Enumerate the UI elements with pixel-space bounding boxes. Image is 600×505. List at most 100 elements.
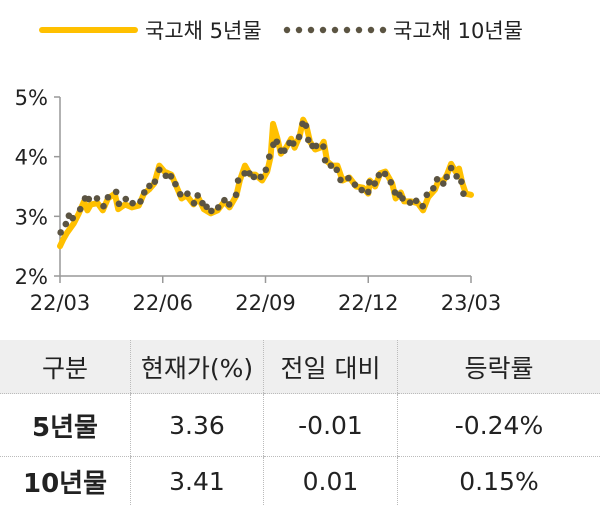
data-point-10yr	[215, 204, 222, 211]
data-point-10yr	[443, 174, 450, 181]
data-point-10yr	[172, 181, 179, 188]
data-point-10yr	[116, 201, 123, 208]
data-point-10yr	[424, 192, 431, 199]
data-point-10yr	[69, 215, 76, 222]
data-point-10yr	[251, 174, 258, 181]
data-point-10yr	[137, 198, 144, 205]
series-line-5yr	[60, 120, 471, 246]
x-tick-label: 22/06	[132, 291, 193, 315]
data-point-10yr	[399, 195, 406, 202]
legend-dot	[332, 27, 338, 33]
row-label: 10년물	[0, 457, 131, 505]
data-point-10yr	[337, 177, 344, 184]
data-point-10yr	[263, 166, 270, 173]
yield-table: 구분 현재가(%) 전일 대비 등락률 5년물 3.36 -0.01 -0.24…	[0, 340, 600, 505]
table-row: 10년물 3.41 0.01 0.15%	[0, 457, 600, 505]
legend-label-5yr: 국고채 5년물	[145, 19, 262, 43]
data-point-10yr	[184, 190, 191, 197]
data-point-10yr	[365, 189, 372, 196]
data-point-10yr	[63, 221, 70, 228]
data-point-10yr	[303, 122, 310, 129]
table-header-row: 구분 현재가(%) 전일 대비 등락률	[0, 340, 600, 394]
data-point-10yr	[141, 189, 148, 196]
data-point-10yr	[388, 179, 395, 186]
data-point-10yr	[305, 137, 312, 144]
data-point-10yr	[352, 181, 359, 188]
legend-dot	[320, 27, 326, 33]
header-rate: 등락률	[398, 340, 600, 394]
data-point-10yr	[407, 199, 414, 206]
data-point-10yr	[290, 140, 297, 147]
data-point-10yr	[191, 200, 198, 207]
data-point-10yr	[413, 198, 420, 205]
data-point-10yr	[274, 138, 281, 145]
data-point-10yr	[434, 176, 441, 183]
y-tick-label: 2%	[15, 265, 48, 289]
legend-dot	[368, 27, 374, 33]
cell-current: 3.36	[131, 394, 264, 457]
legend-dot	[344, 27, 350, 33]
data-point-10yr	[333, 166, 340, 173]
cell-rate: 0.15%	[398, 457, 600, 505]
legend-dot	[356, 27, 362, 33]
y-tick-label: 4%	[15, 146, 48, 170]
data-point-10yr	[458, 178, 465, 185]
data-point-10yr	[313, 143, 320, 150]
legend: 국고채 5년물 국고채 10년물	[42, 19, 523, 43]
data-point-10yr	[235, 177, 242, 184]
data-point-10yr	[194, 192, 201, 199]
data-point-10yr	[328, 162, 335, 169]
data-point-10yr	[430, 185, 437, 192]
data-point-10yr	[419, 203, 426, 210]
data-point-10yr	[448, 165, 455, 172]
x-tick-label: 23/03	[441, 291, 502, 315]
data-point-10yr	[156, 166, 163, 173]
legend-swatch-10yr	[284, 27, 386, 33]
data-point-10yr	[371, 180, 378, 187]
data-point-10yr	[168, 173, 175, 180]
data-point-10yr	[177, 191, 184, 198]
legend-dot	[284, 27, 290, 33]
data-point-10yr	[146, 183, 153, 190]
data-point-10yr	[320, 143, 327, 150]
data-point-10yr	[152, 178, 159, 185]
y-tick-label: 5%	[15, 86, 48, 110]
x-tick-label: 22/09	[235, 291, 296, 315]
data-point-10yr	[233, 192, 240, 199]
data-point-10yr	[366, 179, 373, 186]
data-point-10yr	[345, 175, 352, 182]
data-point-10yr	[100, 203, 107, 210]
data-point-10yr	[322, 157, 329, 164]
data-point-10yr	[266, 153, 273, 160]
data-point-10yr	[122, 196, 129, 203]
data-point-10yr	[358, 187, 365, 194]
data-point-10yr	[113, 189, 120, 196]
table-row: 5년물 3.36 -0.01 -0.24%	[0, 394, 600, 457]
data-point-10yr	[382, 171, 389, 178]
data-point-10yr	[296, 134, 303, 141]
cell-rate: -0.24%	[398, 394, 600, 457]
plot-area	[57, 120, 471, 246]
data-point-10yr	[226, 201, 233, 208]
data-point-10yr	[77, 206, 84, 213]
data-point-10yr	[376, 172, 383, 179]
data-point-10yr	[85, 196, 92, 203]
legend-dot	[308, 27, 314, 33]
header-current: 현재가(%)	[131, 340, 264, 394]
x-tick-label: 22/03	[30, 291, 91, 315]
row-label: 5년물	[0, 394, 131, 457]
legend-dot	[296, 27, 302, 33]
cell-change: 0.01	[264, 457, 398, 505]
data-point-10yr	[105, 194, 112, 201]
data-point-10yr	[208, 208, 215, 215]
header-category: 구분	[0, 340, 131, 394]
data-point-10yr	[460, 190, 467, 197]
data-point-10yr	[94, 195, 101, 202]
data-point-10yr	[281, 147, 288, 154]
legend-label-10yr: 국고채 10년물	[393, 19, 523, 43]
header-change: 전일 대비	[264, 340, 398, 394]
data-point-10yr	[57, 229, 64, 236]
data-point-10yr	[129, 200, 136, 207]
data-point-10yr	[440, 180, 447, 187]
